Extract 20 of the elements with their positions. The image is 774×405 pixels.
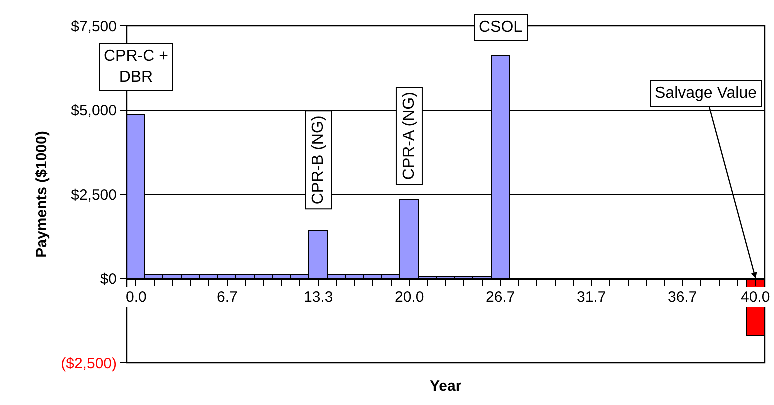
y-tick-label: $0	[100, 271, 117, 288]
x-tick-label: 13.3	[304, 289, 334, 306]
x-tick-label: 40.0	[741, 289, 770, 306]
x-tick-label: 0.0	[126, 289, 147, 306]
x-tick-label: 31.7	[577, 289, 606, 306]
y-tick-label: $7,500	[71, 18, 117, 36]
annotation: CPR-C + DBR	[104, 48, 168, 86]
y-axis-title: Payments ($1000)	[33, 131, 50, 258]
x-axis-title: Year	[430, 378, 462, 395]
annotation: CPR-B (NG)	[310, 116, 328, 205]
y-tick-label: ($2,500)	[61, 355, 117, 372]
y-tick-label: $2,500	[71, 186, 117, 204]
x-tick-label: 26.7	[486, 289, 516, 306]
annotation: Salvage Value	[655, 85, 758, 102]
y-tick-label: $5,000	[71, 102, 117, 120]
x-tick-label: 36.7	[668, 289, 698, 306]
annotation: CPR-A (NG)	[400, 92, 418, 180]
x-tick-label: 20.0	[395, 289, 424, 306]
x-tick-label: 6.7	[217, 289, 238, 306]
annotation: CSOL	[479, 19, 523, 36]
